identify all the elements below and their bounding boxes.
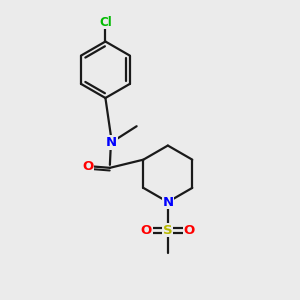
Text: O: O (184, 224, 195, 237)
Text: Cl: Cl (99, 16, 112, 29)
Text: O: O (141, 224, 152, 237)
Text: O: O (82, 160, 93, 173)
Text: N: N (106, 136, 117, 149)
Text: N: N (162, 196, 173, 208)
Text: S: S (163, 224, 172, 237)
